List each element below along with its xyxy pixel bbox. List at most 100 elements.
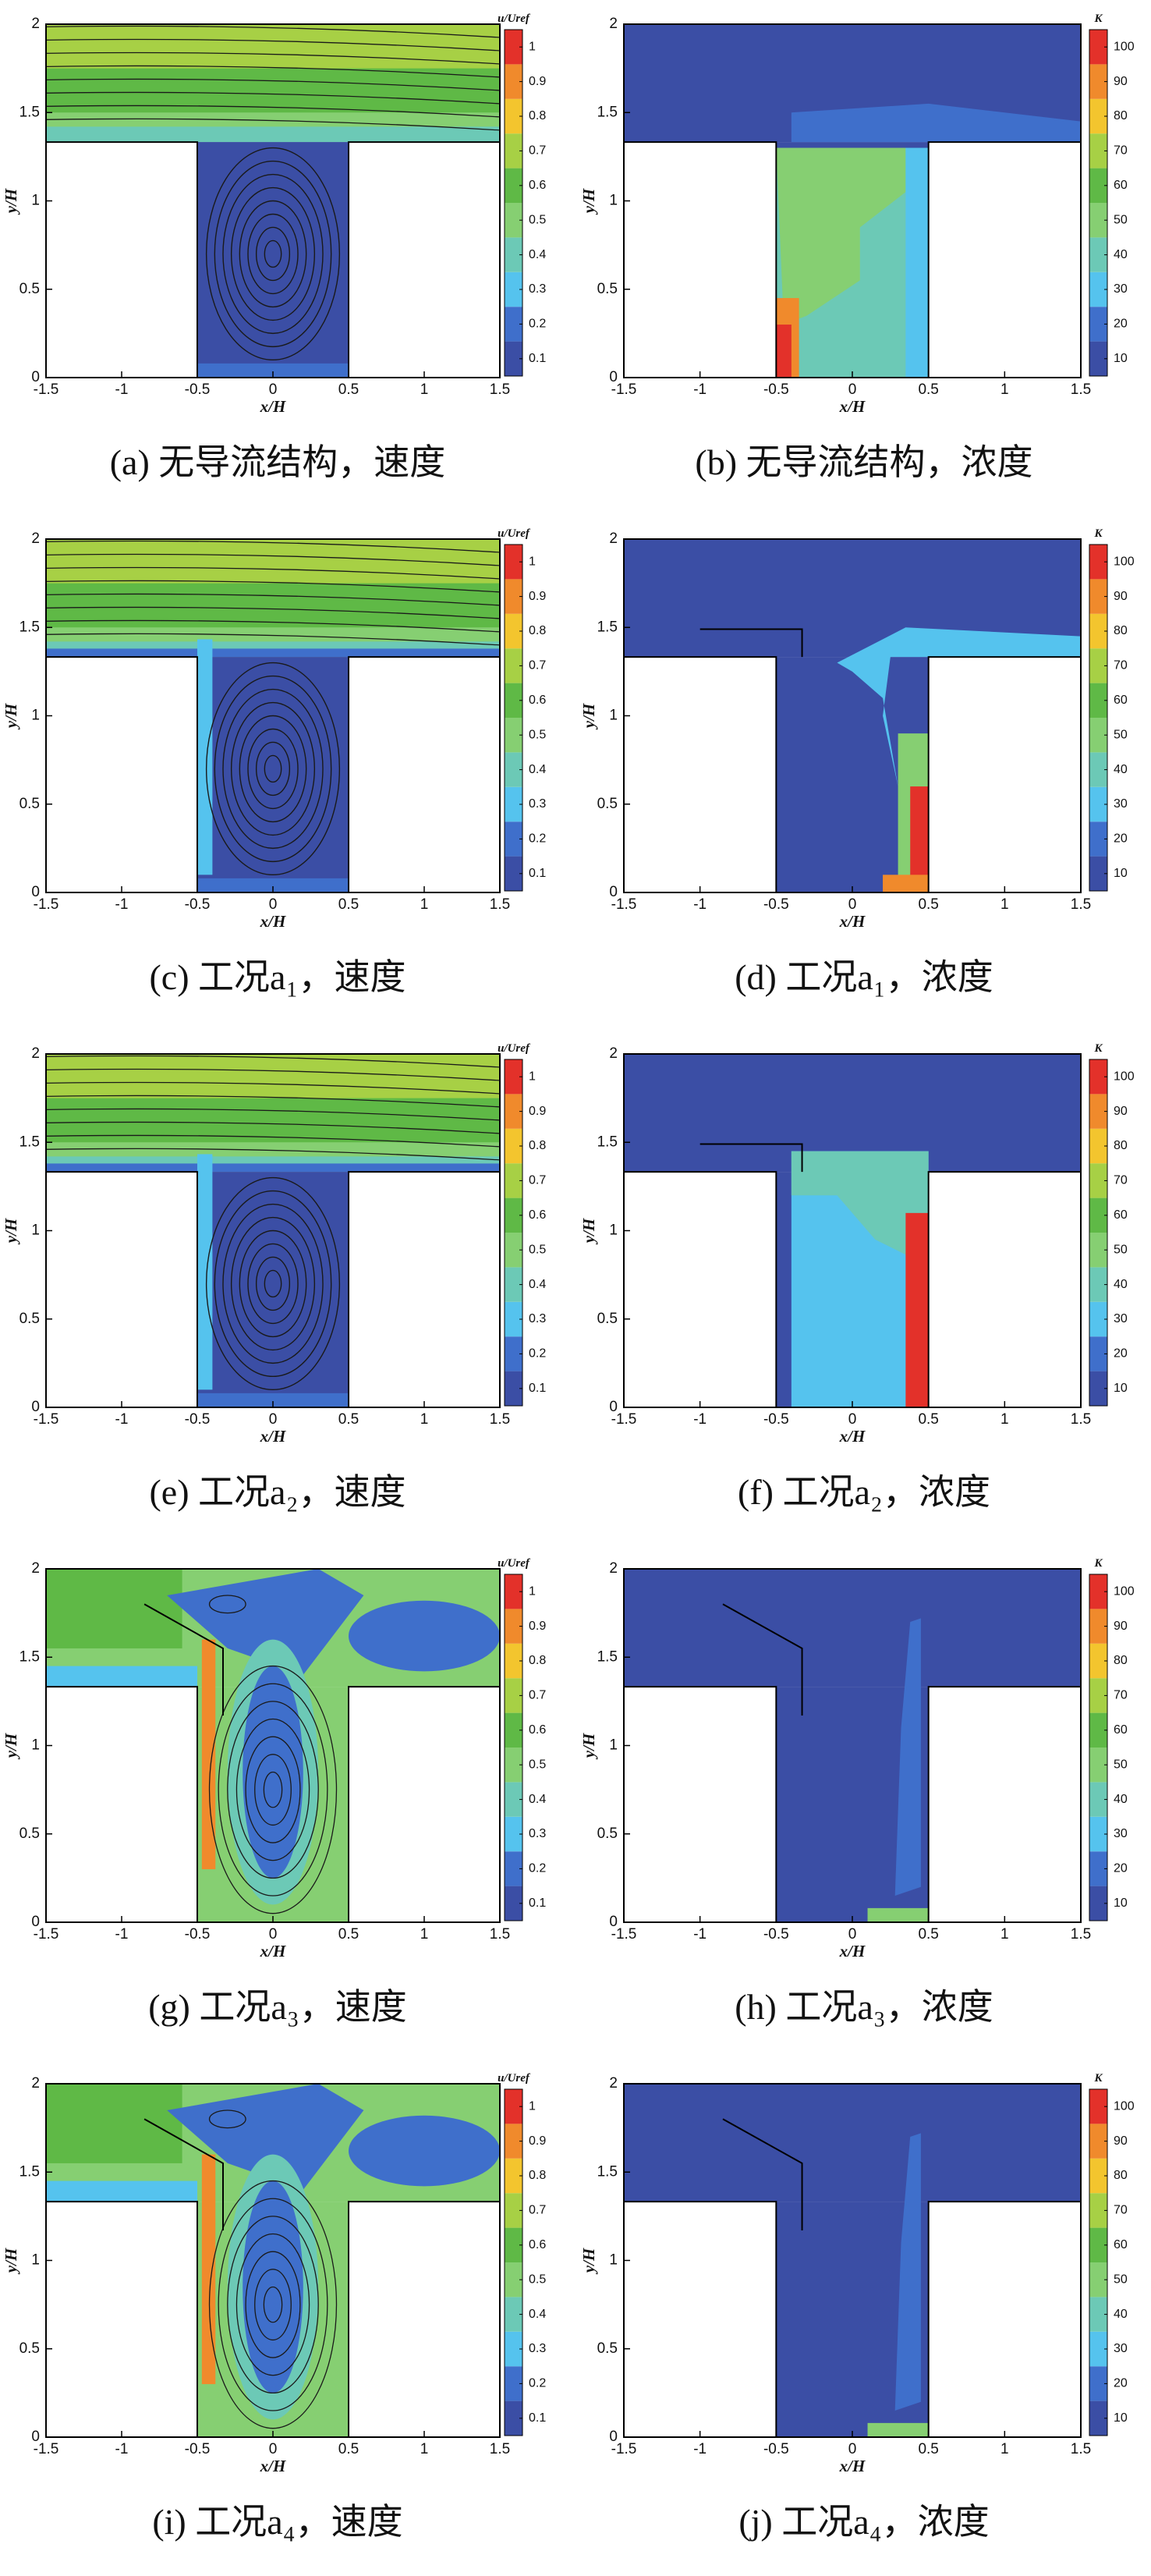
colorbar-tick-label: 0.3 [529, 1312, 546, 1325]
x-tick-label: -1.5 [611, 2441, 637, 2457]
colorbar-tick-label: 0.6 [529, 694, 546, 707]
streamline [45, 1055, 501, 1068]
caption: (d) 工况a₁，浓度 [735, 957, 993, 997]
streamline [45, 38, 501, 51]
colorbar-band [1089, 545, 1107, 580]
colorbar-band [505, 718, 522, 753]
field-region [624, 1569, 1081, 1687]
y-tick-label: 1.5 [597, 1648, 618, 1665]
x-tick-label: -1.5 [34, 1926, 59, 1943]
streamline [45, 580, 501, 593]
streamline [227, 2216, 319, 2394]
x-tick-label: -0.5 [763, 896, 789, 913]
y-tick-label: 0.5 [597, 1311, 618, 1327]
streamline [247, 1243, 299, 1325]
streamline [263, 2286, 283, 2323]
colorbar-band [505, 648, 522, 683]
x-tick-label: 1.5 [1071, 2441, 1091, 2457]
colorbar-band [505, 1747, 522, 1783]
colorbar-band [505, 1678, 522, 1713]
colorbar-band [505, 2297, 522, 2332]
colorbar-frame [1089, 1574, 1108, 1921]
panel: -1.5 -1 -0.5 0 0.5 1 1.5 0 0.5 1 1.5 2 x/H y/H 0.1 0.2 0… [2, 527, 546, 997]
colorbar-band [505, 1301, 522, 1337]
field-region [928, 1172, 1081, 1407]
y-tick-label: 1 [609, 708, 618, 724]
colorbar-tick-label: 70 [1114, 1689, 1128, 1702]
colorbar-tick-label: 60 [1114, 1208, 1128, 1222]
field-region [791, 103, 1081, 143]
y-tick-label: 0 [31, 884, 40, 900]
x-axis-label: x/H [260, 912, 286, 931]
colorbar-band [505, 1816, 522, 1852]
caption: (f) 工况a₂，浓度 [738, 1472, 990, 1512]
colorbar-band [505, 1128, 522, 1164]
colorbar-band [1089, 1198, 1107, 1233]
field-region [167, 2084, 364, 2190]
colorbar-tick-label: 10 [1114, 2411, 1128, 2425]
x-tick-label: 1.5 [1071, 1411, 1091, 1428]
colorbar-tick-label: 0.7 [529, 2204, 546, 2217]
streamline [230, 186, 316, 321]
colorbar-band [505, 2331, 522, 2367]
colorbar-tick-label: 50 [1114, 1758, 1128, 1771]
colorbar-band [505, 545, 522, 580]
y-tick-label: 2 [609, 16, 618, 32]
x-tick-label: -1.5 [34, 381, 59, 398]
colorbar-tick-label: 40 [1114, 248, 1128, 261]
caption: (b) 无导流结构，浓度 [695, 442, 1032, 482]
x-tick-label: 1.5 [490, 381, 510, 398]
x-tick-label: -0.5 [763, 381, 789, 398]
x-tick-label: -0.5 [185, 381, 211, 398]
colorbar-tick-label: 50 [1114, 728, 1128, 741]
field-region [46, 126, 500, 143]
colorbar-band [1089, 2227, 1107, 2262]
x-tick-label: -1 [693, 381, 707, 398]
wall [46, 1171, 500, 1407]
x-tick-label: -0.5 [763, 1926, 789, 1943]
colorbar-tick-label: 30 [1114, 282, 1128, 296]
streamline [45, 51, 501, 65]
streamline [247, 728, 299, 810]
streamline [218, 1683, 328, 1897]
colorbar-tick-label: 0.5 [529, 2273, 546, 2286]
field-region [776, 325, 792, 378]
colorbar-band [1089, 1609, 1107, 1644]
colorbar-tick-label: 20 [1114, 1862, 1128, 1875]
y-axis-label: y/H [2, 1733, 20, 1760]
colorbar-frame [504, 1574, 523, 1921]
colorbar-band [1089, 2262, 1107, 2297]
x-tick-label: 0.5 [338, 381, 359, 398]
x-tick-label: -1 [115, 1411, 129, 1428]
field-region [928, 2202, 1081, 2437]
x-tick-label: -1 [693, 1411, 707, 1428]
x-tick-label: -0.5 [763, 1411, 789, 1428]
colorbar-band [1089, 2193, 1107, 2228]
colorbar-tick-label: 0.8 [529, 624, 546, 637]
colorbar-label: u/Uref [498, 1557, 531, 1570]
colorbar-band [1089, 718, 1107, 753]
colorbar-tick-label: 10 [1114, 352, 1128, 365]
colorbar-band [1089, 98, 1107, 134]
y-tick-label: 0.5 [19, 1826, 40, 1842]
colorbar-label: u/Uref [498, 2072, 531, 2085]
x-tick-label: 1 [420, 1411, 429, 1428]
wall [624, 656, 1081, 892]
colorbar-band [505, 64, 522, 99]
field-region [624, 142, 777, 378]
field-region [910, 786, 929, 892]
colorbar-tick-label: 20 [1114, 832, 1128, 846]
colorbar-tick-label: 0.4 [529, 1793, 546, 1806]
x-tick-label: -1 [115, 2441, 129, 2457]
x-tick-label: 0.5 [918, 896, 938, 913]
streamline [45, 91, 501, 105]
colorbar-tick-label: 90 [1114, 2134, 1128, 2148]
x-axis-label: x/H [260, 1427, 286, 1446]
colorbar-band [505, 1094, 522, 1129]
y-tick-label: 1 [31, 708, 40, 724]
panel: -1.5 -1 -0.5 0 0.5 1 1.5 0 0.5 1 1.5 2 x/H y/H 10 20 30 4… [579, 527, 1135, 997]
field-region [349, 1600, 500, 1672]
panel: -1.5 -1 -0.5 0 0.5 1 1.5 0 0.5 1 1.5 2 x/H y/H 0.1 0.2 0… [2, 12, 546, 482]
colorbar-band [1089, 1747, 1107, 1783]
field-region [197, 1172, 349, 1407]
